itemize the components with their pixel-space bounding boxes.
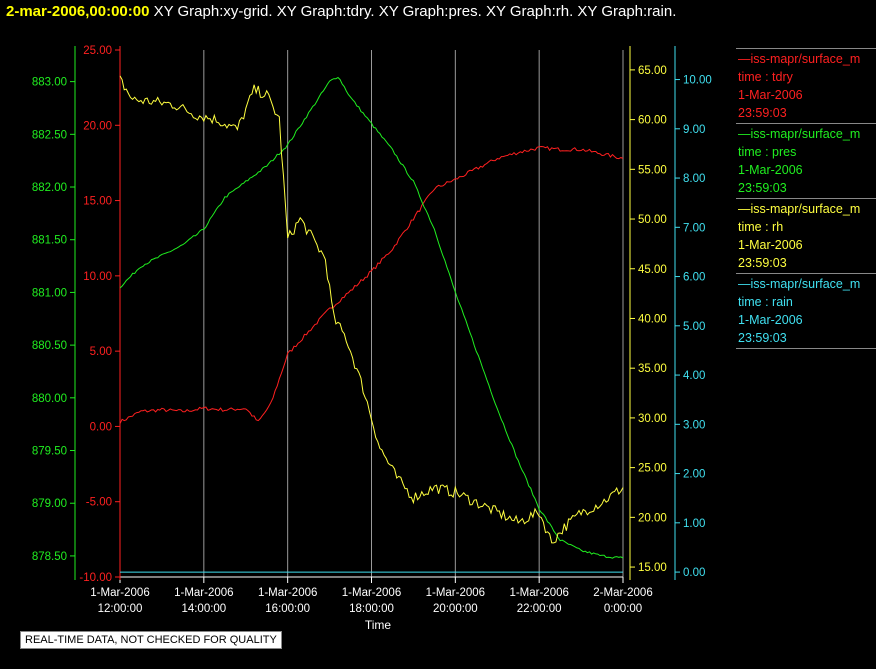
rain-tick-label: 4.00 (683, 370, 705, 382)
legend-name: —iss-mapr/surface_m (738, 127, 861, 141)
x-tick-date: 1-Mar-2006 (342, 587, 401, 599)
rh-tick-label: 60.00 (638, 115, 667, 127)
pres-tick-label: 881.00 (32, 287, 67, 299)
tdry-tick-label: 20.00 (83, 120, 112, 132)
x-tick-date: 1-Mar-2006 (174, 587, 233, 599)
rain-tick-label: 1.00 (683, 518, 705, 530)
rh-tick-label: 35.00 (638, 363, 667, 375)
rh-tick-label: 40.00 (638, 313, 667, 325)
legend-name: —iss-mapr/surface_m (738, 202, 861, 216)
x-tick-date: 1-Mar-2006 (90, 587, 149, 599)
legend-time: 23:59:03 (738, 331, 787, 345)
x-axis-label: Time (365, 618, 392, 632)
quality-note: REAL-TIME DATA, NOT CHECKED FOR QUALITY (20, 631, 282, 649)
pres-tick-label: 881.50 (32, 235, 67, 247)
tdry-tick-label: 0.00 (90, 421, 112, 433)
x-tick-date: 1-Mar-2006 (426, 587, 485, 599)
series-rh (119, 75, 624, 544)
legend-detail: time : pres (738, 145, 797, 159)
graph-time: 2-mar-2006,00:00:00 (6, 3, 150, 20)
graph-list: XY Graph:xy-grid. XY Graph:tdry. XY Grap… (153, 3, 677, 20)
pres-tick-label: 883.00 (32, 77, 67, 89)
rain-tick-label: 5.00 (683, 321, 705, 333)
x-tick-time: 16:00:00 (265, 603, 310, 615)
tdry-tick-label: -5.00 (86, 497, 112, 509)
legend: —iss-mapr/surface_m time : tdry 1-Mar-2006… (736, 48, 876, 349)
legend-date: 1-Mar-2006 (738, 238, 803, 252)
legend-time: 23:59:03 (738, 106, 787, 120)
x-tick-time: 12:00:00 (98, 603, 143, 615)
legend-detail: time : rh (738, 220, 784, 234)
rain-tick-label: 10.00 (683, 75, 712, 87)
xy-plot: 1-Mar-2006 12:00:00 1-Mar-2006 14:00:00 1-Ma… (32, 45, 712, 632)
pres-tick-label: 882.00 (32, 182, 67, 194)
graph-title: 2-mar-2006,00:00:00 XY Graph:xy-grid. XY… (6, 3, 676, 20)
legend-date: 1-Mar-2006 (738, 313, 803, 327)
rh-tick-label: 15.00 (638, 562, 667, 574)
rain-tick-label: 9.00 (683, 124, 705, 136)
legend-time: 23:59:03 (738, 256, 787, 270)
tdry-tick-label: -10.00 (79, 572, 112, 584)
tdry-tick-label: 15.00 (83, 196, 112, 208)
rh-tick-label: 50.00 (638, 214, 667, 226)
tdry-tick-label: 5.00 (90, 346, 112, 358)
x-tick-date: 1-Mar-2006 (509, 587, 568, 599)
x-tick-time: 22:00:00 (517, 603, 562, 615)
legend-detail: time : tdry (738, 70, 793, 84)
pres-tick-label: 878.50 (32, 551, 67, 563)
rain-tick-label: 3.00 (683, 419, 705, 431)
rain-tick-label: 8.00 (683, 173, 705, 185)
pres-tick-label: 879.50 (32, 446, 67, 458)
rh-tick-label: 20.00 (638, 512, 667, 524)
pres-tick-label: 880.00 (32, 393, 67, 405)
pres-tick-label: 882.50 (32, 129, 67, 141)
legend-time: 23:59:03 (738, 181, 787, 195)
series-pres (119, 76, 624, 559)
legend-date: 1-Mar-2006 (738, 88, 803, 102)
x-tick-date: 2-Mar-2006 (593, 587, 652, 599)
rain-tick-label: 2.00 (683, 469, 705, 481)
x-tick-time: 20:00:00 (433, 603, 478, 615)
rain-tick-label: 7.00 (683, 222, 705, 234)
pres-tick-label: 879.00 (32, 498, 67, 510)
rh-tick-label: 30.00 (638, 413, 667, 425)
legend-detail: time : rain (738, 295, 793, 309)
pres-tick-label: 880.50 (32, 340, 67, 352)
x-tick-time: 18:00:00 (349, 603, 394, 615)
rh-tick-label: 65.00 (638, 65, 667, 77)
rain-tick-label: 6.00 (683, 272, 705, 284)
x-tick-time: 0:00:00 (604, 603, 642, 615)
rh-tick-label: 45.00 (638, 264, 667, 276)
x-tick-date: 1-Mar-2006 (258, 587, 317, 599)
legend-date: 1-Mar-2006 (738, 163, 803, 177)
rh-tick-label: 55.00 (638, 164, 667, 176)
legend-name: —iss-mapr/surface_m (738, 277, 861, 291)
series-tdry (119, 145, 624, 424)
rain-tick-label: 0.00 (683, 567, 705, 579)
tdry-tick-label: 10.00 (83, 271, 112, 283)
rh-tick-label: 25.00 (638, 463, 667, 475)
x-tick-time: 14:00:00 (181, 603, 226, 615)
tdry-tick-label: 25.00 (83, 45, 112, 57)
legend-name: —iss-mapr/surface_m (738, 52, 861, 66)
